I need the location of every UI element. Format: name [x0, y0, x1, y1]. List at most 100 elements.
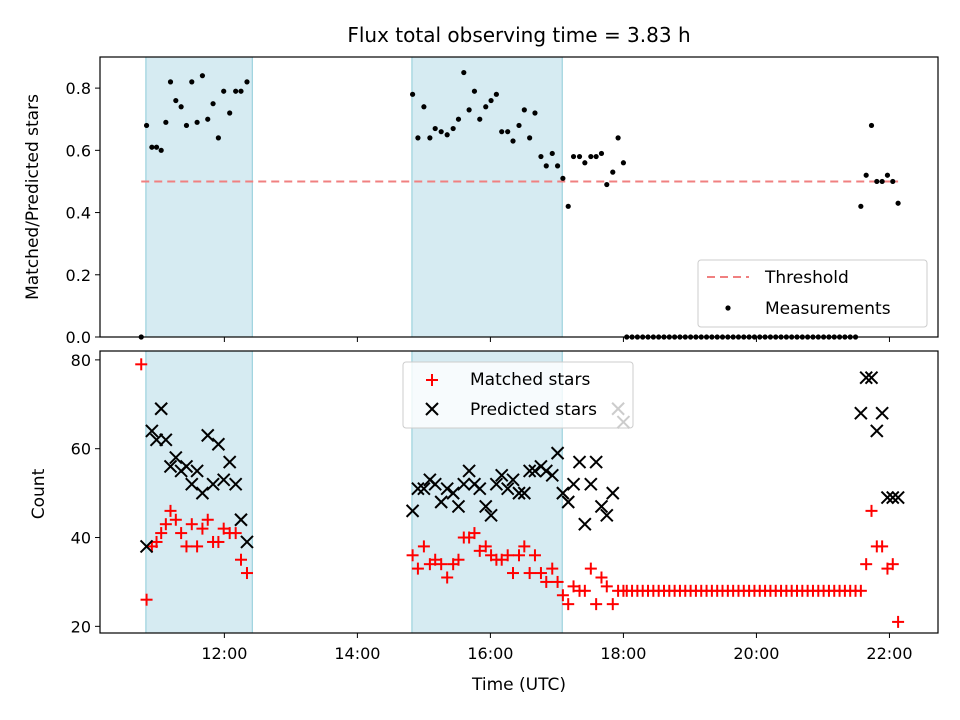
measurement-point	[493, 91, 499, 97]
matched-star-marker	[584, 562, 597, 575]
predicted-star-marker	[854, 406, 868, 420]
measurement-point	[582, 160, 588, 166]
predicted-star-marker	[446, 486, 460, 500]
matched-star-marker	[546, 562, 559, 575]
predicted-star-marker	[528, 464, 542, 478]
measurement-point	[178, 104, 184, 110]
shaded-interval	[145, 351, 253, 633]
predicted-star-marker	[206, 477, 220, 491]
matched-star-marker	[164, 504, 177, 517]
legend-predicted-swatch	[425, 402, 439, 416]
matched-star-marker	[155, 527, 168, 540]
predicted-star-marker	[870, 424, 884, 438]
shaded-interval	[145, 57, 253, 337]
matched-star-marker	[551, 575, 564, 588]
predicted-star-marker	[145, 424, 159, 438]
count-y-axis: 20 40 60 80	[71, 351, 100, 636]
measurement-point	[505, 129, 511, 135]
measurement-point	[427, 135, 433, 141]
measurement-point	[576, 153, 583, 160]
predicted-star-marker	[163, 459, 178, 474]
matched-star-marker	[501, 549, 514, 562]
matched-star-marker	[468, 527, 481, 540]
measurement-point	[874, 178, 880, 185]
predicted-star-marker	[169, 450, 183, 465]
predicted-star-marker	[195, 486, 210, 500]
predicted-star-marker	[545, 468, 559, 483]
measurement-point	[570, 153, 577, 160]
measurement-point	[895, 200, 901, 206]
matched-star-marker	[518, 540, 531, 553]
predicted-star-marker	[139, 539, 154, 554]
measurement-point	[879, 178, 885, 185]
matched-star-marker	[556, 589, 569, 602]
matched-star-marker	[590, 598, 603, 611]
ratio-x-ticks	[223, 337, 890, 342]
predicted-star-marker	[880, 490, 895, 505]
predicted-star-marker	[556, 486, 570, 500]
legend-measurements-label: Measurements	[765, 299, 891, 319]
measurement-point	[527, 135, 533, 141]
measurement-point	[199, 73, 206, 79]
ratio-y-tick-label: 0.6	[66, 141, 91, 160]
predicted-star-marker	[451, 499, 466, 514]
measurement-point	[620, 160, 627, 166]
count-legend: Matched stars Predicted stars	[402, 361, 634, 429]
matched-star-marker	[196, 522, 209, 535]
predicted-star-marker	[600, 508, 614, 523]
predicted-star-marker	[561, 495, 575, 509]
predicted-stars-points	[139, 370, 905, 554]
matched-star-marker	[523, 567, 536, 580]
legend-predicted-label: Predicted stars	[470, 400, 597, 420]
chart-title: Flux total observing time = 3.83 h	[347, 23, 690, 47]
measurement-point	[604, 181, 610, 188]
measurement-point	[149, 144, 155, 150]
predicted-star-marker	[440, 481, 454, 496]
count-x-tick-label: 18:00	[600, 644, 646, 663]
matched-star-marker	[876, 540, 889, 553]
ratio-y-tick-label: 0.2	[66, 266, 91, 285]
predicted-star-marker	[522, 464, 537, 478]
measurement-point	[432, 125, 438, 132]
predicted-star-marker	[572, 455, 587, 469]
predicted-star-marker	[566, 477, 581, 491]
matched-stars-points	[135, 358, 905, 628]
measurement-point	[233, 88, 239, 94]
measurement-point	[554, 163, 561, 169]
predicted-star-marker	[584, 477, 598, 491]
measurement-point	[215, 135, 221, 141]
measurement-point	[549, 150, 555, 157]
ratio-y-tick-label: 0.0	[66, 328, 91, 347]
measurement-point	[488, 97, 494, 104]
matched-star-marker	[540, 575, 553, 588]
measurement-point	[471, 88, 478, 94]
measurement-point	[153, 144, 160, 150]
measurement-point	[532, 110, 538, 116]
measurement-point	[450, 125, 456, 132]
matched-star-marker	[513, 549, 525, 562]
measurement-point	[543, 163, 549, 169]
predicted-star-marker	[154, 402, 168, 416]
matched-star-marker	[140, 593, 153, 606]
measurement-point	[415, 135, 421, 141]
predicted-star-marker	[859, 370, 873, 385]
count-y-tick-label: 20	[71, 617, 91, 636]
count-x-tick-label: 22:00	[866, 644, 912, 663]
predicted-star-marker	[550, 446, 565, 460]
matched-star-marker	[411, 562, 424, 575]
legend-matched-swatch	[426, 374, 438, 386]
matched-star-marker	[534, 567, 547, 580]
matched-star-marker	[595, 571, 608, 584]
ratio-legend-box	[697, 259, 928, 328]
measurement-point	[244, 79, 250, 85]
ratio-y-tick-label: 0.4	[66, 204, 91, 223]
measurement-point	[421, 104, 427, 110]
count-y-tick-label: 60	[71, 440, 91, 459]
measurement-point	[143, 122, 150, 129]
measurement-point	[409, 91, 416, 97]
predicted-star-marker	[539, 464, 553, 478]
matched-star-marker	[600, 580, 613, 593]
measurement-point	[858, 203, 864, 209]
predicted-star-marker	[875, 406, 889, 420]
